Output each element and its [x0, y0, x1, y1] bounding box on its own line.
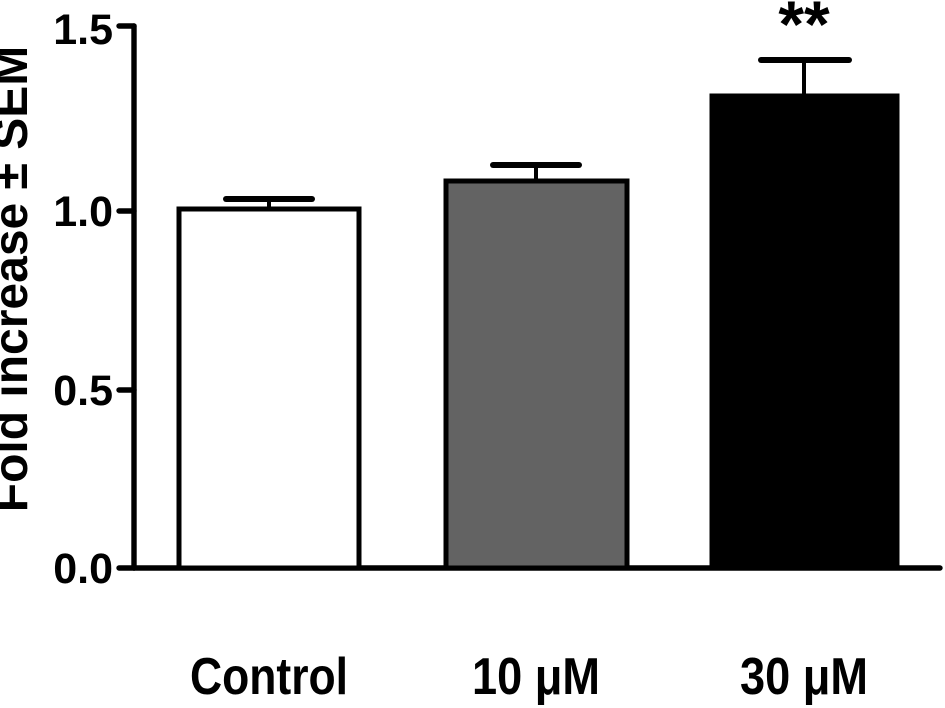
svg-text:10 μM: 10 μM [472, 648, 600, 706]
svg-text:Control: Control [190, 648, 348, 706]
svg-text:30 μM: 30 μM [740, 648, 868, 706]
svg-text:Fold increase ± SEM: Fold increase ± SEM [0, 46, 38, 512]
svg-text:0.0: 0.0 [53, 545, 113, 593]
svg-text:1.5: 1.5 [53, 6, 113, 54]
svg-text:**: ** [778, 0, 830, 61]
svg-text:0.5: 0.5 [53, 367, 113, 415]
svg-text:1.0: 1.0 [53, 188, 113, 236]
